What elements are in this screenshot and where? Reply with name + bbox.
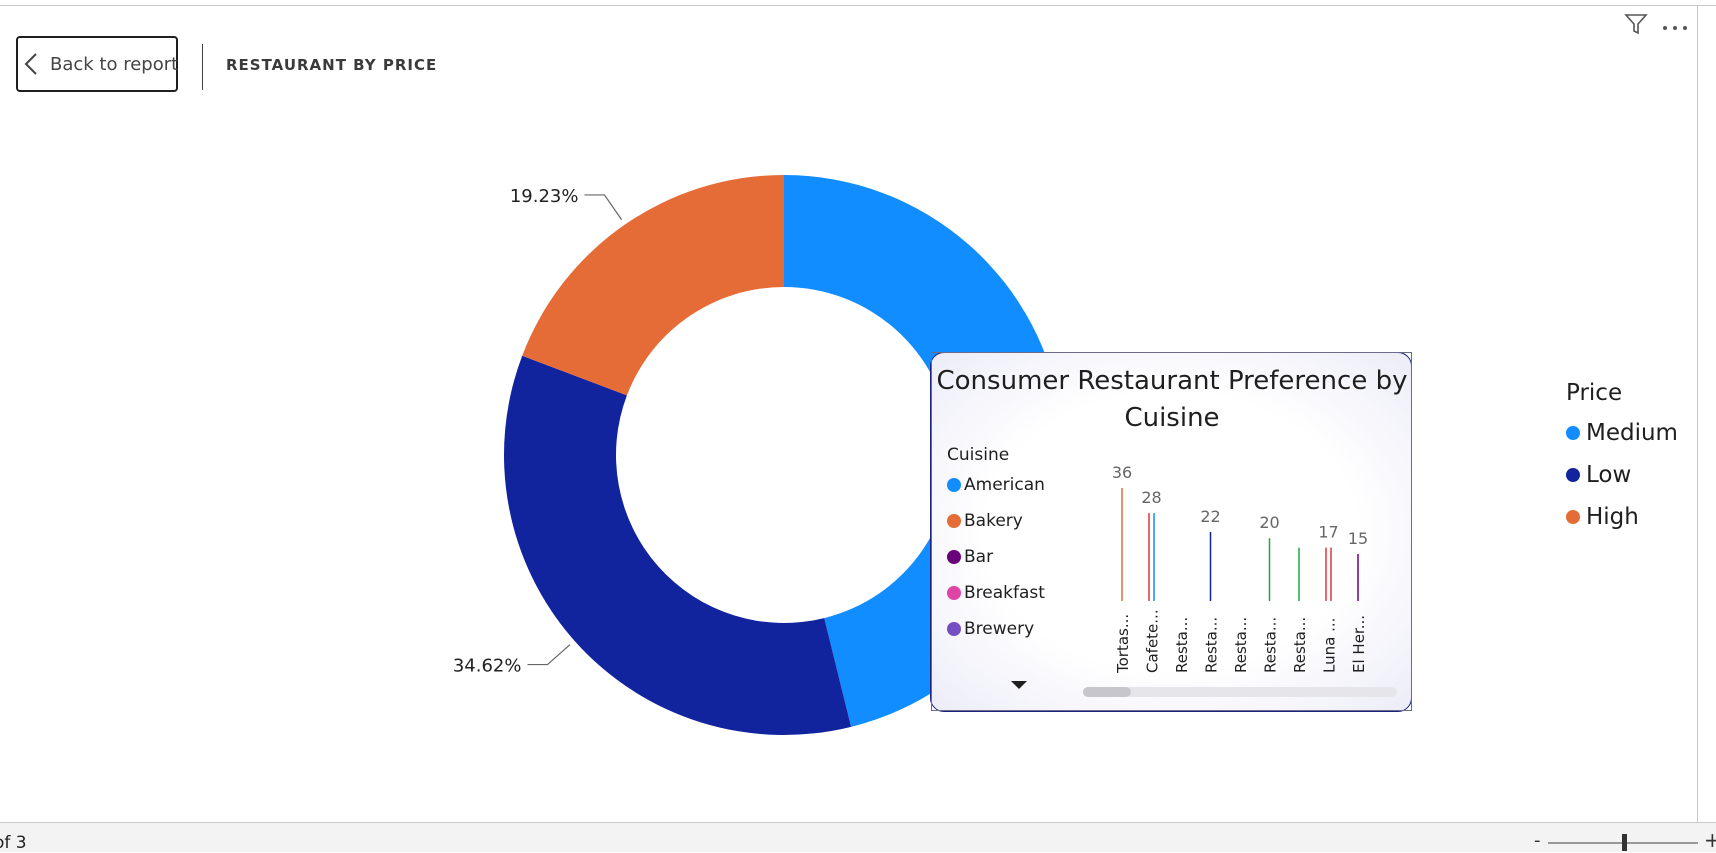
scrollbar-thumb[interactable] [1083, 687, 1131, 697]
filter-icon[interactable] [1624, 12, 1648, 40]
legend-item-brewery[interactable]: Brewery [947, 611, 1045, 647]
back-to-report-label: Back to report [50, 53, 179, 75]
bar-value-label: 17 [1318, 523, 1338, 542]
zoom-in-button[interactable]: + [1704, 828, 1716, 852]
x-tick-label: Resta... [1232, 617, 1250, 673]
more-options-icon[interactable] [1662, 17, 1688, 36]
x-tick-label: Tortas... [1114, 614, 1132, 674]
legend-label: Low [1586, 462, 1632, 488]
page-title: RESTAURANT BY PRICE [226, 56, 438, 74]
bar-value-label: 36 [1112, 463, 1132, 482]
zoom-slider-thumb[interactable] [1622, 834, 1627, 851]
caret-down-icon[interactable] [1011, 681, 1027, 689]
legend-swatch [947, 478, 961, 492]
x-tick-label: El Her... [1350, 615, 1368, 673]
price-legend: Price Medium Low High [1566, 380, 1678, 538]
cuisine-tooltip-chart: Consumer Restaurant Preference by Cuisin… [930, 352, 1412, 712]
tooltip-chart-title: Consumer Restaurant Preference by Cuisin… [936, 366, 1408, 433]
x-tick-label: Resta... [1291, 617, 1309, 673]
bar-value-label: 20 [1259, 513, 1279, 532]
chevron-left-icon [24, 50, 38, 78]
data-label-leader [527, 644, 571, 666]
top-border [0, 5, 1716, 6]
legend-label: American [964, 475, 1045, 495]
cuisine-bar-chart: 36 28 22 20 17 15 Tortas... Cafete... Resta... Re… [1112, 463, 1368, 674]
cuisine-legend: Cuisine American Bakery Bar Breakfast Br… [947, 445, 1045, 647]
status-bar [0, 822, 1716, 852]
bar-value-label: 28 [1141, 488, 1161, 507]
x-tick-label: Resta... [1262, 617, 1280, 673]
legend-item-high[interactable]: High [1566, 496, 1678, 538]
x-tick-label: Resta... [1203, 617, 1221, 673]
visual-header-icons [1624, 12, 1688, 40]
legend-item-american[interactable]: American [947, 467, 1045, 503]
legend-item-bakery[interactable]: Bakery [947, 503, 1045, 539]
legend-swatch [1566, 510, 1580, 524]
legend-label: Bakery [964, 511, 1023, 531]
legend-swatch [1566, 426, 1580, 440]
legend-swatch [947, 514, 961, 528]
donut-slice-high[interactable] [522, 175, 784, 396]
legend-item-bar[interactable]: Bar [947, 539, 1045, 575]
bar-value-label: 22 [1200, 507, 1220, 526]
legend-label: Breakfast [964, 583, 1045, 603]
horizontal-scrollbar[interactable] [1083, 687, 1397, 697]
legend-swatch [947, 550, 961, 564]
back-to-report-button[interactable]: Back to report [16, 36, 178, 92]
legend-label: High [1586, 504, 1639, 530]
legend-item-breakfast[interactable]: Breakfast [947, 575, 1045, 611]
legend-title: Price [1566, 380, 1623, 406]
bar-value-label: 15 [1348, 529, 1368, 548]
data-label-high: 19.23% [510, 186, 579, 207]
x-tick-label: Resta... [1173, 617, 1191, 673]
page-indicator: of 3 [0, 833, 27, 853]
legend-item-medium[interactable]: Medium [1566, 412, 1678, 454]
x-tick-label: Luna ... [1321, 618, 1339, 673]
legend-label: Brewery [964, 619, 1035, 639]
legend-label: Bar [964, 547, 994, 567]
cuisine-legend-title: Cuisine [947, 445, 1010, 465]
data-label-leader [584, 194, 623, 220]
donut-slice-low[interactable] [504, 355, 852, 735]
zoom-out-button[interactable]: - [1534, 830, 1541, 851]
legend-swatch [947, 622, 961, 636]
legend-swatch [1566, 468, 1580, 482]
data-label-low: 34.62% [453, 656, 522, 677]
right-border [1697, 5, 1698, 822]
legend-label: Medium [1586, 420, 1678, 446]
x-tick-label: Cafete... [1144, 609, 1162, 673]
legend-item-low[interactable]: Low [1566, 454, 1678, 496]
legend-swatch [947, 586, 961, 600]
header-divider [202, 44, 203, 90]
